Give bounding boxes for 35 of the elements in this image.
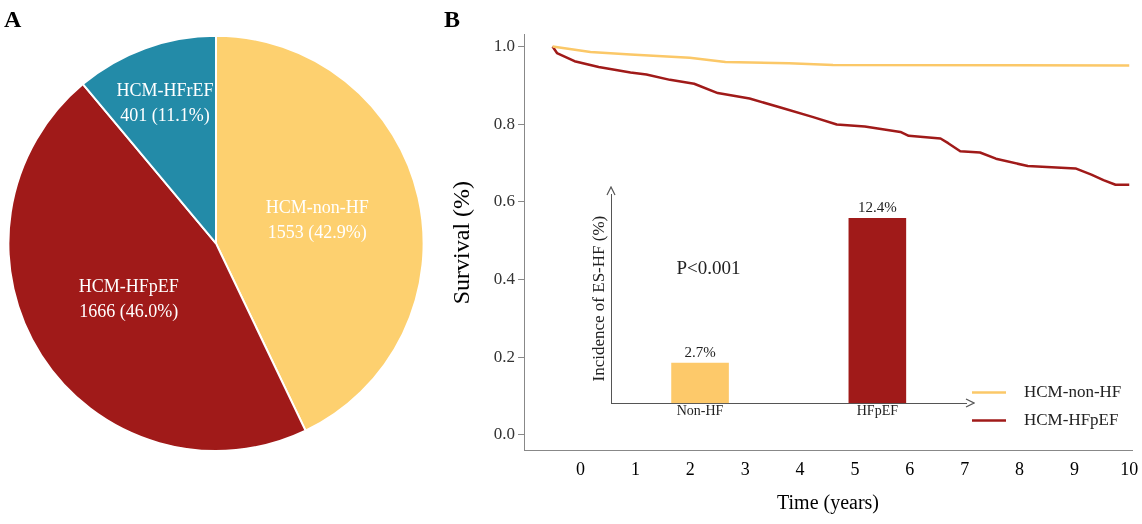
data-label: 2.7% (684, 344, 716, 361)
data-label: 1553 (42.9%) (267, 222, 367, 244)
x-tick-label: 3 (740, 458, 750, 479)
x-axis-title: Time (years) (777, 491, 880, 515)
x-tick-label: 8 (1015, 458, 1025, 479)
y-tick-label: 1.0 (493, 35, 516, 55)
data-label: 12.4% (857, 199, 897, 216)
y-tick-label: 0.2 (493, 346, 516, 366)
data-label: 1666 (46.0%) (79, 301, 179, 323)
x-tick-label: 7 (960, 458, 970, 479)
y-axis-title: Incidence of ES-HF (%) (588, 215, 608, 382)
legend-label: HCM-non-HF (1024, 381, 1122, 401)
y-axis-title: Survival (%) (447, 180, 474, 305)
x-tick-label: 4 (795, 458, 805, 479)
x-tick-label: 6 (905, 458, 915, 479)
annotation: P<0.001 (676, 256, 741, 278)
y-tick-label: 0.0 (493, 424, 516, 444)
chart-title: A (4, 5, 22, 32)
slice-label: HCM-HFpEF (78, 276, 179, 297)
y-tick-label: 0.4 (493, 268, 516, 288)
x-tick-label: 1 (630, 458, 640, 479)
x-tick-label: HFpEF (856, 403, 899, 419)
x-tick-label: 5 (850, 458, 860, 479)
x-tick-label: 9 (1069, 458, 1079, 479)
slice-label: HCM-non-HF (265, 197, 369, 218)
x-tick-label: 0 (576, 458, 586, 479)
y-tick-label: 0.6 (493, 191, 516, 211)
legend-label: HCM-HFpEF (1024, 409, 1119, 429)
y-tick-label: 0.8 (493, 113, 516, 133)
data-label: 401 (11.1%) (120, 104, 210, 126)
x-tick-label: 2 (685, 458, 695, 479)
x-tick-label: Non-HF (676, 403, 724, 419)
slice-label: HCM-HFrEF (116, 79, 214, 100)
x-tick-label: 10 (1120, 458, 1139, 479)
chart-title: B (444, 5, 461, 32)
